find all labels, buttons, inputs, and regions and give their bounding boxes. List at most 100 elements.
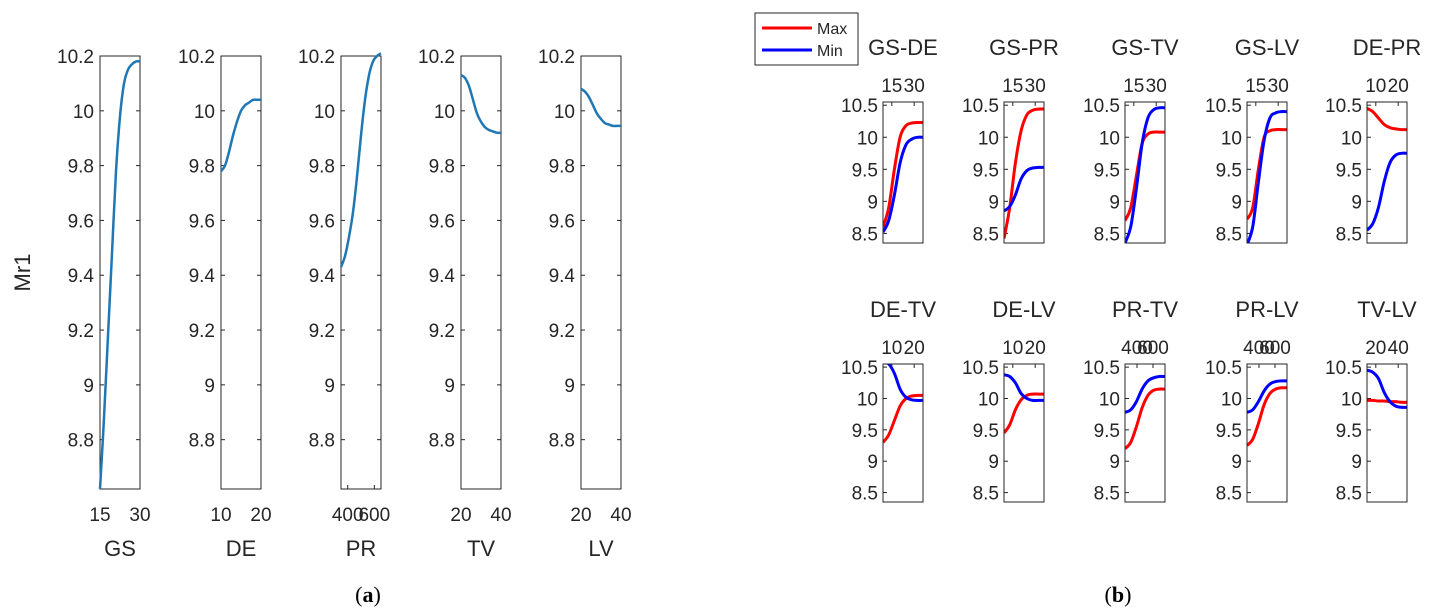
y-tick-label: 10.5 [1205,358,1242,379]
y-tick-label: 10 [978,390,999,411]
x-tick-label: 600 [1137,338,1169,359]
x-tick-label: 20 [250,505,271,526]
y-tick-label: 10.5 [841,358,878,379]
y-tick-label: 9.6 [68,211,94,232]
series-line-max [1367,107,1407,132]
y-tick-label: 10 [1099,390,1120,411]
series-line-max [1247,386,1287,447]
x-axis-label: DE [226,536,257,561]
y-tick-label: 9.5 [1094,160,1120,181]
y-tick-label: 8.5 [1216,224,1242,245]
subplot-gs-lv: GS-LV 15 30 10.5 10 9.5 9 8.5 [1205,35,1300,245]
y-tick-label: 9 [867,452,878,473]
y-tick-label: 9.4 [309,266,336,287]
y-tick-label: 8.5 [1094,484,1120,505]
y-tick-label: 8.5 [1336,224,1362,245]
subplot-gs-de: GS-DE 15 30 10.5 10 9.5 9 8.5 [841,35,938,245]
subplot-title: GS-DE [868,35,938,60]
caption-a-letter: a [363,582,374,607]
subplot-title: TV-LV [1357,297,1417,322]
y-tick-label: 9.2 [549,321,575,342]
axes-box [882,363,924,503]
axes-box [1003,101,1045,244]
x-tick-label: 40 [490,505,511,526]
y-tick-label: 9 [444,376,455,397]
x-tick-label: 15 [1245,76,1266,97]
x-tick-label: 600 [1259,338,1291,359]
x-tick-label: 400 [1243,338,1275,359]
axes-box [882,101,924,244]
y-tick-label: 9.8 [68,157,94,178]
y-tick-label: 9.4 [189,266,216,287]
x-tick-label: 15 [1123,76,1144,97]
x-tick-label: 40 [1388,338,1409,359]
y-tick-label: 9 [1351,452,1362,473]
y-tick-label: 8.8 [189,431,215,452]
y-tick-label: 9.4 [68,266,95,287]
series-line-mr1 [580,87,621,128]
y-tick-label: 8.5 [973,224,999,245]
y-tick-label: 8.8 [309,431,335,452]
y-tick-label: 10.5 [1205,96,1242,117]
subplot-title: PR-TV [1112,297,1178,322]
y-tick-label: 9.4 [549,266,576,287]
y-tick-label: 9.2 [429,321,455,342]
y-tick-label: 9.4 [429,266,456,287]
y-tick-label: 9.2 [189,321,215,342]
y-tick-label: 9.2 [68,321,94,342]
y-tick-label: 9.8 [189,157,215,178]
x-tick-label: 20 [450,505,471,526]
y-tick-label: 8.8 [68,431,94,452]
axes-box [1003,363,1045,503]
x-tick-label: 10 [1365,76,1386,97]
y-tick-label: 9 [324,376,335,397]
y-tick-label: 10.5 [1083,358,1120,379]
series-line-max [883,393,923,444]
y-tick-label: 8.5 [973,484,999,505]
y-axis-label: Mr1 [10,254,35,292]
x-tick-label: 10 [210,505,231,526]
y-tick-label: 10 [1221,390,1242,411]
y-tick-label: 9.6 [429,211,455,232]
subplot-tv: 10.2 10 9.8 9.6 9.4 9.2 9 8.8 20 40 TV [418,47,512,561]
axes-box [340,55,382,490]
series-line-mr1 [460,74,502,135]
y-tick-label: 9.5 [973,160,999,181]
legend: Max Min [754,12,859,66]
series-line-max [1367,398,1407,404]
subplot-title: DE-PR [1353,35,1421,60]
legend-label-min: Min [817,43,843,60]
x-tick-label: 30 [1268,76,1289,97]
axes-box [1246,101,1288,244]
axes-box [460,55,502,490]
x-tick-label: 30 [129,505,150,526]
y-tick-label: 9 [988,192,999,213]
series-line-max [1125,387,1165,450]
y-tick-label: 9 [204,376,215,397]
y-tick-label: 10 [857,390,878,411]
y-tick-label: 9.5 [1336,421,1362,442]
y-tick-label: 9.6 [189,211,215,232]
series-line-mr1 [220,98,261,172]
x-tick-label: 20 [904,338,925,359]
series-line-min [1004,165,1044,213]
y-tick-label: 9.8 [549,157,575,178]
x-tick-label: 15 [1002,76,1023,97]
subplot-tv-lv: TV-LV 20 40 10.5 10 9.5 9 8.5 [1325,297,1417,505]
axes-box [220,55,262,490]
y-tick-label: 10.2 [538,47,575,68]
y-tick-label: 9.5 [1336,160,1362,181]
series-line-min [1004,373,1044,403]
axes-box [1366,363,1408,503]
subplot-gs-tv: GS-TV 15 30 10.5 10 9.5 9 8.5 [1083,35,1179,245]
series-line-min [885,364,923,402]
y-tick-label: 8.8 [549,431,575,452]
y-tick-label: 10.5 [1325,358,1362,379]
series-line-mr1 [339,52,382,268]
x-tick-label: 20 [1388,76,1409,97]
y-tick-label: 9 [1231,192,1242,213]
